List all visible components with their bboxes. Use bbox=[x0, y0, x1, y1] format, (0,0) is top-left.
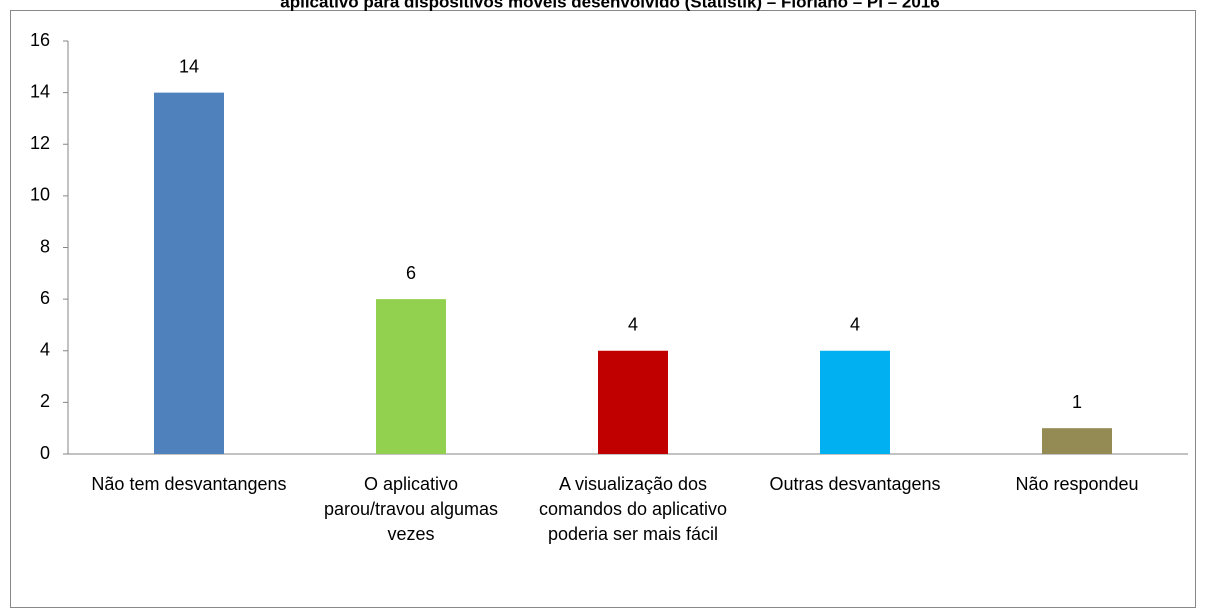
y-tick-label: 6 bbox=[40, 288, 50, 308]
y-tick-label: 2 bbox=[40, 391, 50, 411]
x-tick-label: Não tem desvantangens bbox=[91, 474, 287, 494]
data-label: 4 bbox=[850, 315, 860, 335]
bar bbox=[376, 299, 446, 454]
y-tick-label: 8 bbox=[40, 236, 50, 256]
bar bbox=[820, 350, 890, 454]
y-tick-label: 14 bbox=[30, 81, 50, 101]
x-tick-label: Outras desvantagens bbox=[769, 474, 941, 494]
data-label: 6 bbox=[406, 263, 416, 283]
y-tick-label: 12 bbox=[30, 133, 50, 153]
chart-title: aplicativo para dispositivos móveis dese… bbox=[280, 0, 939, 11]
x-tick-label: Não respondeu bbox=[1015, 474, 1139, 494]
x-tick-label: O aplicativo parou/travou algumas vezes bbox=[323, 474, 499, 544]
y-tick-label: 4 bbox=[40, 340, 50, 360]
bar bbox=[154, 92, 224, 454]
y-tick-label: 0 bbox=[40, 443, 50, 463]
data-label: 4 bbox=[628, 315, 638, 335]
x-tick-label: A visualização dos comandos do aplicativ… bbox=[538, 474, 728, 544]
y-tick-label: 10 bbox=[30, 185, 50, 205]
bar bbox=[598, 350, 668, 454]
y-tick-label: 16 bbox=[30, 30, 50, 50]
data-label: 1 bbox=[1072, 392, 1082, 412]
bar bbox=[1042, 428, 1112, 454]
data-label: 14 bbox=[179, 56, 199, 76]
